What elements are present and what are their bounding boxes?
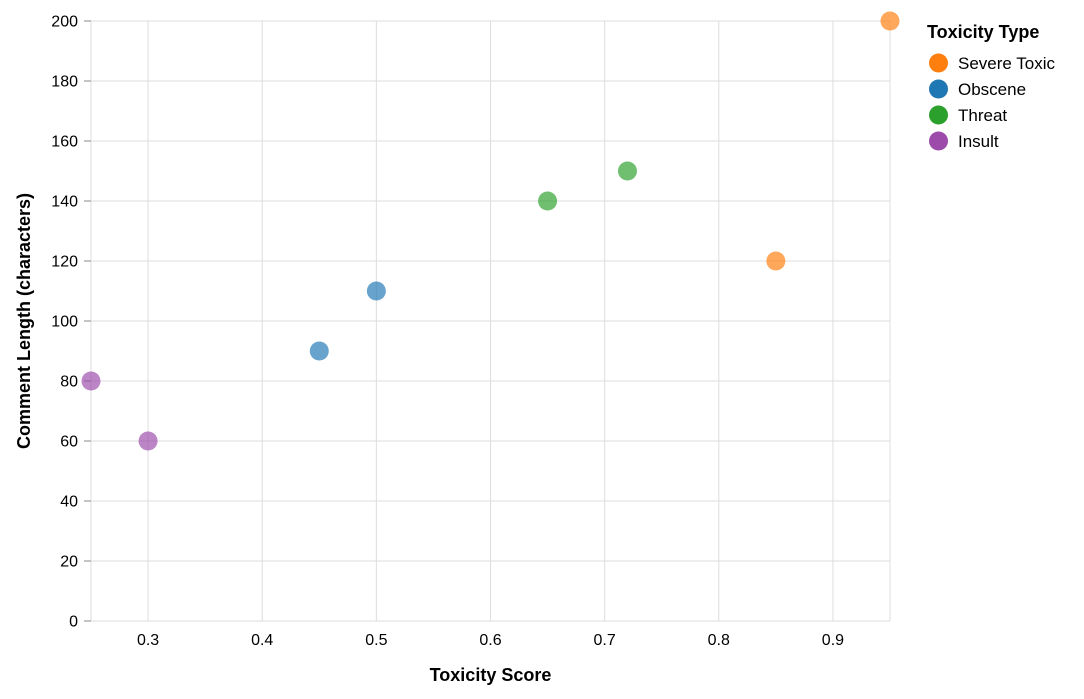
x-tick-label: 0.7 xyxy=(594,632,616,649)
data-point-obscene xyxy=(366,281,386,301)
legend[interactable]: Toxicity Type Severe Toxic Obscene Threat I… xyxy=(927,22,1056,151)
legend-symbol xyxy=(929,53,948,73)
legend-symbol xyxy=(929,79,948,99)
y-tick-label: 140 xyxy=(51,194,78,211)
y-tick-label: 120 xyxy=(51,254,78,271)
grid xyxy=(90,20,891,622)
y-tick-label: 200 xyxy=(51,14,78,31)
y-tick-label: 20 xyxy=(60,554,78,571)
legend-label: Severe Toxic xyxy=(958,54,1056,73)
axes: 0 20 40 60 80 100 120 140 160 180 200 0.3 0.4 0.5 0.6 0… xyxy=(51,14,844,650)
x-tick-label: 0.9 xyxy=(822,632,844,649)
legend-symbol xyxy=(929,105,948,125)
legend-title: Toxicity Type xyxy=(927,22,1039,42)
data-point-insult xyxy=(81,371,101,391)
x-tick-label: 0.5 xyxy=(365,632,387,649)
y-tick-label: 60 xyxy=(60,434,78,451)
y-axis-title: Comment Length (characters) xyxy=(14,193,34,449)
y-tick-label: 0 xyxy=(69,614,78,631)
y-tick-label: 160 xyxy=(51,134,78,151)
legend-label: Insult xyxy=(958,132,999,151)
data-points xyxy=(81,11,900,451)
x-tick-label: 0.8 xyxy=(708,632,730,649)
y-tick-label: 80 xyxy=(60,374,78,391)
data-point-severe-toxic xyxy=(880,11,900,31)
x-tick-label: 0.4 xyxy=(251,632,273,649)
legend-label: Threat xyxy=(958,106,1007,125)
x-axis-title: Toxicity Score xyxy=(430,665,552,685)
y-tick-label: 100 xyxy=(51,314,78,331)
y-tick-label: 180 xyxy=(51,74,78,91)
data-point-threat xyxy=(538,191,558,211)
data-point-obscene xyxy=(309,341,329,361)
data-point-threat xyxy=(617,161,637,181)
legend-label: Obscene xyxy=(958,80,1026,99)
y-tick-label: 40 xyxy=(60,494,78,511)
legend-symbol xyxy=(929,131,948,151)
x-tick-label: 0.6 xyxy=(479,632,501,649)
x-tick-label: 0.3 xyxy=(137,632,159,649)
data-point-severe-toxic xyxy=(766,251,786,271)
data-point-insult xyxy=(138,431,158,451)
